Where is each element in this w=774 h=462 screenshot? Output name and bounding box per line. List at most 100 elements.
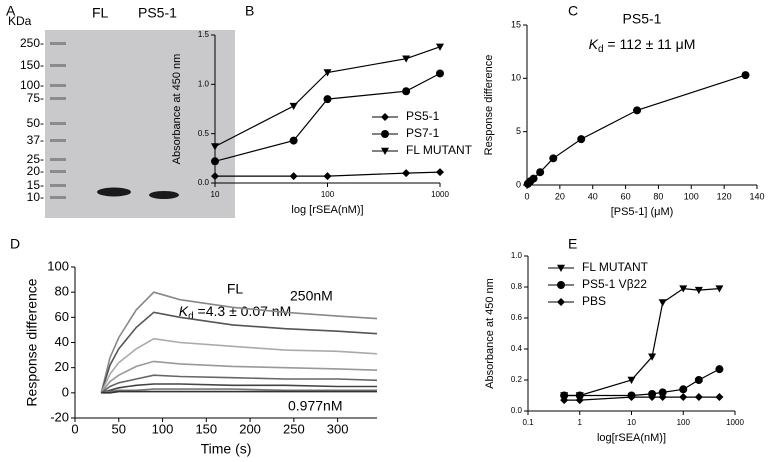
marker xyxy=(402,169,411,178)
kd-symbol: K xyxy=(179,303,189,319)
legend-marker xyxy=(557,281,565,289)
y-tick-label: 60 xyxy=(55,309,69,324)
y-axis-label: Response difference xyxy=(24,278,40,406)
ladder-label: 15- xyxy=(27,178,44,192)
series-line xyxy=(100,337,378,394)
annotation: 0.977nM xyxy=(288,398,342,414)
legend-label: PBS xyxy=(582,294,606,308)
chart-title: FL xyxy=(227,281,244,297)
series-line xyxy=(100,291,378,393)
marker xyxy=(436,43,444,51)
x-axis-label: log[rSEA(nM)] xyxy=(597,432,666,444)
y-axis-label: Absorbance at 450 nm xyxy=(171,54,183,165)
x-tick-label: 10 xyxy=(627,418,636,427)
ladder-label: 20- xyxy=(27,164,44,178)
ladder xyxy=(50,42,66,199)
y-tick-label: 0.2 xyxy=(511,375,523,384)
unit-label: KDa xyxy=(8,14,32,28)
kd-symbol: K xyxy=(589,36,599,52)
kd-value: = 112 ± 11 μM xyxy=(604,36,696,52)
y-tick-label: 1.0 xyxy=(511,251,523,260)
marker xyxy=(402,87,411,96)
marker xyxy=(402,55,411,63)
x-tick-label: 0.1 xyxy=(522,418,534,427)
ladder-label: 250- xyxy=(20,36,44,50)
marker xyxy=(323,95,332,104)
x-tick-label: 60 xyxy=(621,191,631,201)
series-line xyxy=(100,311,378,394)
ladder-label: 150- xyxy=(20,58,44,72)
series-line xyxy=(101,383,377,394)
ladder-label: 25- xyxy=(27,152,44,166)
legend-label: FL MUTANT xyxy=(406,143,473,157)
x-tick-label: 50 xyxy=(112,421,126,436)
chart-title: PS5-1 xyxy=(623,11,662,27)
x-tick-label: 1000 xyxy=(431,190,449,199)
marker xyxy=(211,143,219,151)
panel-letter: D xyxy=(10,236,20,252)
ladder-label: 50- xyxy=(27,116,44,130)
legend-label: PS5-1 xyxy=(406,109,440,123)
kd-subscript: d xyxy=(188,311,194,322)
legend-marker xyxy=(557,264,565,272)
legend-marker xyxy=(557,298,565,306)
marker xyxy=(549,154,558,163)
y-tick-label: -20 xyxy=(50,409,69,424)
y-tick-label: 0.4 xyxy=(511,344,523,353)
x-tick-label: 10 xyxy=(211,190,220,199)
legend-marker xyxy=(381,147,389,155)
x-axis-label: log [rSEA(nM)] xyxy=(291,204,363,216)
x-tick-label: 20 xyxy=(555,191,565,201)
marker xyxy=(211,172,219,181)
marker xyxy=(679,385,688,394)
ladder-label: 75- xyxy=(27,91,44,105)
marker xyxy=(694,376,703,384)
marker xyxy=(289,136,298,145)
lane-label: FL xyxy=(92,5,109,21)
y-tick-label: 0.0 xyxy=(511,406,523,415)
x-tick-label: 1 xyxy=(578,418,583,427)
x-axis-label: [PS5-1] (μM) xyxy=(611,206,674,218)
x-tick-label: 150 xyxy=(195,421,217,436)
marker xyxy=(211,157,219,166)
x-tick-label: 100 xyxy=(677,418,691,427)
band xyxy=(149,191,179,199)
lane-label: PS5-1 xyxy=(138,5,177,21)
y-tick-label: 0 xyxy=(62,384,69,399)
marker xyxy=(658,393,667,402)
legend-label: PS5-1 Vβ22 xyxy=(582,277,647,291)
marker xyxy=(289,102,298,111)
marker xyxy=(741,71,750,80)
x-tick-label: 1000 xyxy=(726,418,744,427)
y-tick-label: 100 xyxy=(47,258,69,273)
legend-label: FL MUTANT xyxy=(582,260,649,274)
marker xyxy=(436,69,444,78)
y-tick-label: 1.5 xyxy=(198,30,210,39)
x-axis-label: Time (s) xyxy=(201,441,252,457)
y-tick-label: 0.8 xyxy=(511,282,523,291)
y-axis-label: Absorbance at 450 nm xyxy=(484,278,496,389)
panel-letter: C xyxy=(568,3,578,19)
y-tick-label: 0.0 xyxy=(198,178,210,187)
series-line xyxy=(101,390,377,394)
marker xyxy=(679,285,688,293)
marker xyxy=(715,393,724,402)
y-tick-label: 40 xyxy=(55,334,69,349)
y-tick-label: 10 xyxy=(511,73,521,83)
x-tick-label: 140 xyxy=(749,191,764,201)
y-tick-label: 5 xyxy=(516,126,521,136)
ladder-label: 37- xyxy=(27,133,44,147)
marker xyxy=(575,391,584,400)
x-tick-label: 300 xyxy=(327,421,349,436)
ladder-label: 10- xyxy=(27,190,44,204)
series-line xyxy=(100,360,378,394)
x-tick-label: 200 xyxy=(239,421,261,436)
marker xyxy=(627,393,636,402)
x-tick-label: 100 xyxy=(152,421,174,436)
marker xyxy=(658,299,667,307)
marker xyxy=(715,285,724,293)
y-tick-label: 80 xyxy=(55,284,69,299)
y-tick-label: 0 xyxy=(516,179,521,189)
kd-value: =4.3 ± 0.07 nM xyxy=(194,303,292,319)
